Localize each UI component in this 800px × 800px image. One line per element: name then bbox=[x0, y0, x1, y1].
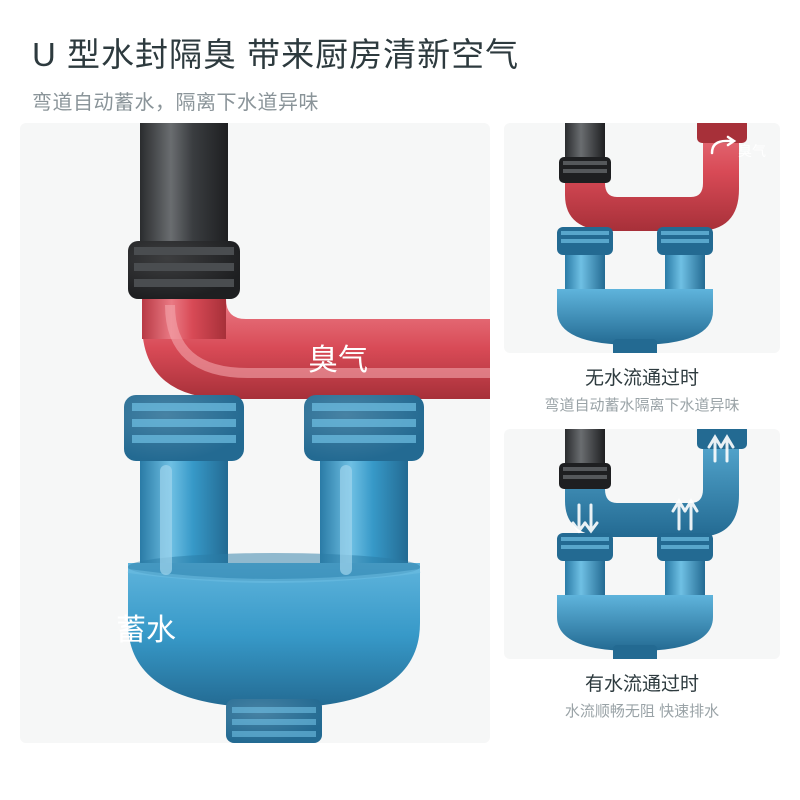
no-flow-caption: 无水流通过时 弯道自动蓄水隔离下水道异味 bbox=[504, 363, 780, 415]
utrap-flow-svg bbox=[504, 429, 780, 659]
main-diagram-panel: 臭气 蓄水 bbox=[20, 123, 490, 743]
no-flow-panel: 臭气 bbox=[504, 123, 780, 353]
odor-arrow-icon bbox=[708, 135, 738, 159]
with-flow-title: 有水流通过时 bbox=[504, 669, 780, 696]
with-flow-sub: 水流顺畅无阻 快速排水 bbox=[504, 700, 780, 721]
with-flow-caption: 有水流通过时 水流顺畅无阻 快速排水 bbox=[504, 669, 780, 721]
title-prefix: U bbox=[32, 36, 57, 73]
title-main: 型水封隔臭 带来厨房清新空气 bbox=[57, 36, 519, 73]
odor-label: 臭气 bbox=[308, 335, 368, 379]
page-title: U 型水封隔臭 带来厨房清新空气 bbox=[32, 28, 768, 76]
no-flow-sub: 弯道自动蓄水隔离下水道异味 bbox=[504, 394, 780, 415]
header: U 型水封隔臭 带来厨房清新空气 弯道自动蓄水，隔离下水道异味 bbox=[0, 0, 800, 123]
utrap-main-svg bbox=[20, 123, 490, 743]
water-label: 蓄水 bbox=[116, 605, 176, 649]
side-column: 臭气 无水流通过时 弯道自动蓄水隔离下水道异味 bbox=[504, 123, 780, 763]
page-subtitle: 弯道自动蓄水，隔离下水道异味 bbox=[32, 86, 768, 115]
no-flow-title: 无水流通过时 bbox=[504, 363, 780, 390]
layout: 臭气 蓄水 bbox=[0, 123, 800, 763]
with-flow-panel bbox=[504, 429, 780, 659]
small-odor-label: 臭气 bbox=[738, 141, 766, 161]
